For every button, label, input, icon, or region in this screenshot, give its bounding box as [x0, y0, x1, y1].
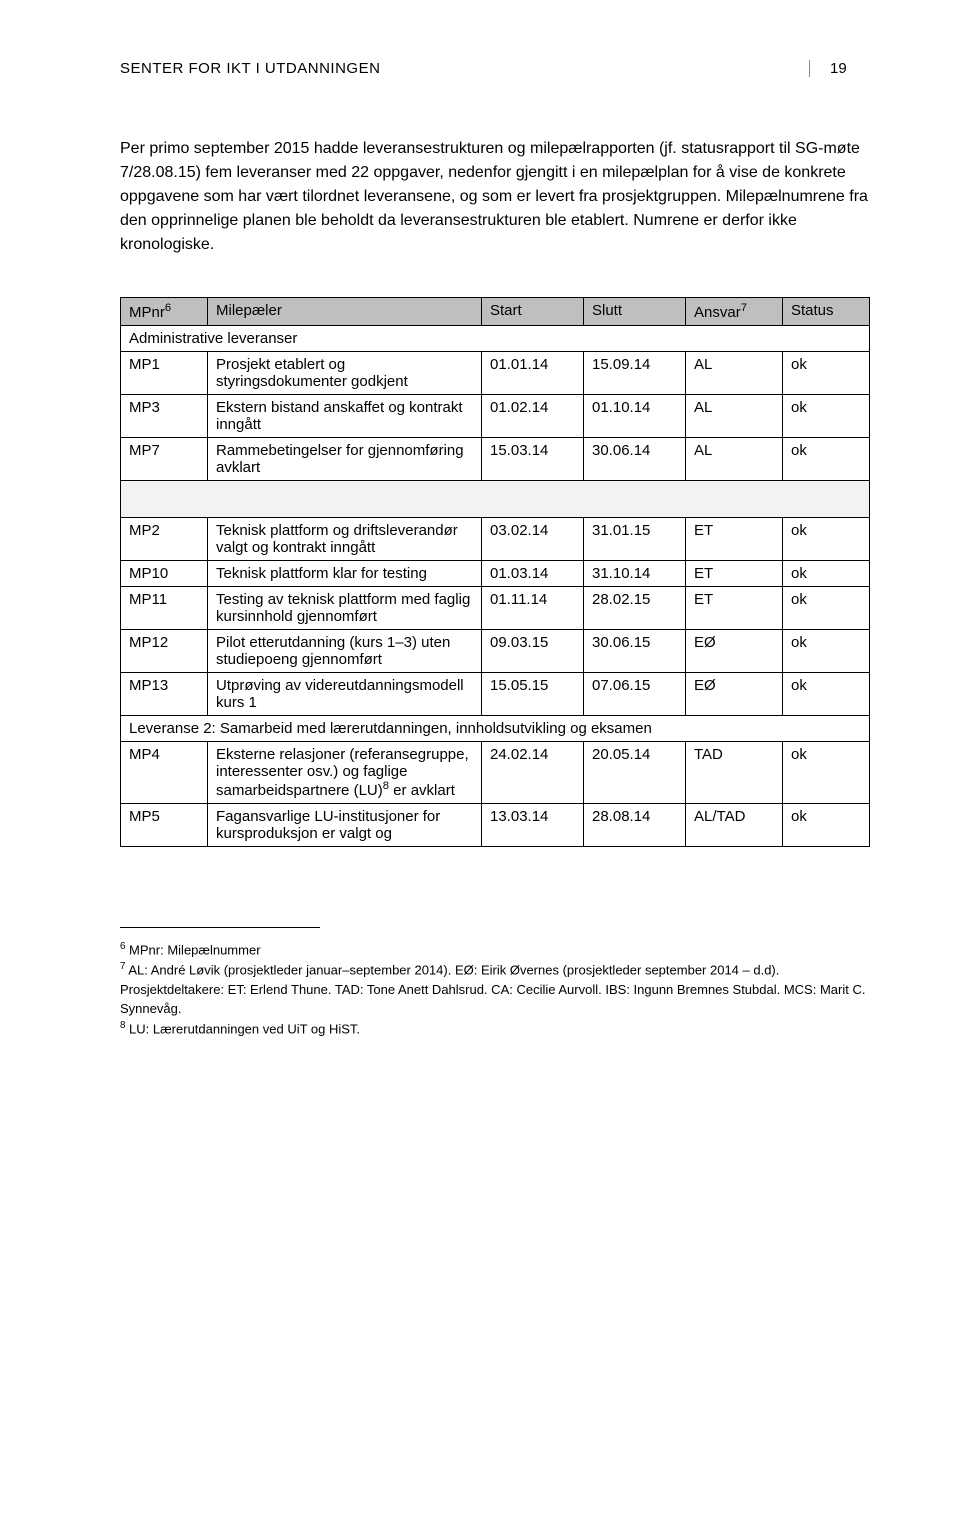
cell-mpnr: MP4: [121, 742, 208, 804]
cell-slutt: 28.02.15: [584, 587, 686, 630]
footnote-8: 8 LU: Lærerutdanningen ved UiT og HiST.: [120, 1019, 870, 1039]
cell-mpnr: MP1: [121, 352, 208, 395]
section-label-row: Administrative leveranser: [121, 326, 870, 352]
cell-start: 01.11.14: [482, 587, 584, 630]
table-row: MP12Pilot etterutdanning (kurs 1–3) uten…: [121, 630, 870, 673]
cell-status: ok: [783, 804, 870, 847]
cell-start: 01.03.14: [482, 561, 584, 587]
cell-mpnr: MP12: [121, 630, 208, 673]
cell-ansvar: AL/TAD: [686, 804, 783, 847]
cell-ansvar: ET: [686, 518, 783, 561]
cell-mile: Pilot etterutdanning (kurs 1–3) uten stu…: [208, 630, 482, 673]
section-label-row: Leveranse 2: Samarbeid med lærerutdannin…: [121, 716, 870, 742]
footnote-6: 6 MPnr: Milepælnummer: [120, 940, 870, 960]
table-row: MP1Prosjekt etablert og styringsdokument…: [121, 352, 870, 395]
cell-status: ok: [783, 742, 870, 804]
th-ansvar: Ansvar7: [686, 298, 783, 326]
cell-mile: Testing av teknisk plattform med faglig …: [208, 587, 482, 630]
page-header: SENTER FOR IKT I UTDANNINGEN 19: [120, 60, 870, 77]
table-row: MP4Eksterne relasjoner (referansegruppe,…: [121, 742, 870, 804]
cell-start: 13.03.14: [482, 804, 584, 847]
cell-mile: Fagansvarlige LU-institusjoner for kursp…: [208, 804, 482, 847]
table-row: MP2Teknisk plattform og driftsleverandør…: [121, 518, 870, 561]
cell-ansvar: EØ: [686, 673, 783, 716]
footnote-7: 7 AL: André Løvik (prosjektleder januar–…: [120, 960, 870, 1019]
cell-slutt: 30.06.15: [584, 630, 686, 673]
header-title: SENTER FOR IKT I UTDANNINGEN: [120, 60, 380, 77]
cell-start: 15.03.14: [482, 438, 584, 481]
cell-status: ok: [783, 561, 870, 587]
cell-status: ok: [783, 587, 870, 630]
cell-start: 09.03.15: [482, 630, 584, 673]
footnote-rule: [120, 927, 320, 928]
intro-paragraph: Per primo september 2015 hadde leveranse…: [120, 137, 870, 257]
th-milepaeler: Milepæler: [208, 298, 482, 326]
table-row: MP13Utprøving av videreutdanningsmodell …: [121, 673, 870, 716]
cell-ansvar: AL: [686, 352, 783, 395]
cell-mile: Utprøving av videreutdanningsmodell kurs…: [208, 673, 482, 716]
spacer-row: [121, 481, 870, 518]
cell-mpnr: MP3: [121, 395, 208, 438]
cell-slutt: 20.05.14: [584, 742, 686, 804]
cell-ansvar: EØ: [686, 630, 783, 673]
page-number: 19: [809, 60, 870, 77]
cell-slutt: 30.06.14: [584, 438, 686, 481]
table-row: MP5Fagansvarlige LU-institusjoner for ku…: [121, 804, 870, 847]
cell-slutt: 01.10.14: [584, 395, 686, 438]
section-label: Leveranse 2: Samarbeid med lærerutdannin…: [121, 716, 870, 742]
cell-mile: Prosjekt etablert og styringsdokumenter …: [208, 352, 482, 395]
cell-start: 01.01.14: [482, 352, 584, 395]
table-row: MP11Testing av teknisk plattform med fag…: [121, 587, 870, 630]
cell-status: ok: [783, 395, 870, 438]
th-start: Start: [482, 298, 584, 326]
cell-status: ok: [783, 630, 870, 673]
cell-mile: Teknisk plattform klar for testing: [208, 561, 482, 587]
cell-slutt: 07.06.15: [584, 673, 686, 716]
cell-mile: Ekstern bistand anskaffet og kontrakt in…: [208, 395, 482, 438]
cell-status: ok: [783, 352, 870, 395]
milestone-table: MPnr6 Milepæler Start Slutt Ansvar7 Stat…: [120, 297, 870, 847]
th-mpnr: MPnr6: [121, 298, 208, 326]
th-status: Status: [783, 298, 870, 326]
cell-ansvar: TAD: [686, 742, 783, 804]
table-row: MP7Rammebetingelser for gjennomføring av…: [121, 438, 870, 481]
cell-start: 01.02.14: [482, 395, 584, 438]
cell-mpnr: MP5: [121, 804, 208, 847]
cell-slutt: 31.10.14: [584, 561, 686, 587]
table-row: MP10Teknisk plattform klar for testing01…: [121, 561, 870, 587]
cell-start: 15.05.15: [482, 673, 584, 716]
cell-mile: Rammebetingelser for gjennomføring avkla…: [208, 438, 482, 481]
cell-mile: Teknisk plattform og driftsleverandør va…: [208, 518, 482, 561]
cell-mpnr: MP11: [121, 587, 208, 630]
cell-mpnr: MP7: [121, 438, 208, 481]
cell-ansvar: AL: [686, 395, 783, 438]
cell-ansvar: ET: [686, 561, 783, 587]
cell-slutt: 31.01.15: [584, 518, 686, 561]
cell-status: ok: [783, 518, 870, 561]
cell-status: ok: [783, 438, 870, 481]
cell-slutt: 28.08.14: [584, 804, 686, 847]
th-slutt: Slutt: [584, 298, 686, 326]
cell-start: 24.02.14: [482, 742, 584, 804]
cell-ansvar: ET: [686, 587, 783, 630]
cell-mile: Eksterne relasjoner (referansegruppe, in…: [208, 742, 482, 804]
cell-mpnr: MP10: [121, 561, 208, 587]
cell-status: ok: [783, 673, 870, 716]
cell-mpnr: MP13: [121, 673, 208, 716]
cell-start: 03.02.14: [482, 518, 584, 561]
section-label: Administrative leveranser: [121, 326, 870, 352]
cell-ansvar: AL: [686, 438, 783, 481]
table-row: MP3Ekstern bistand anskaffet og kontrakt…: [121, 395, 870, 438]
footnotes: 6 MPnr: Milepælnummer 7 AL: André Løvik …: [120, 940, 870, 1038]
cell-slutt: 15.09.14: [584, 352, 686, 395]
cell-mpnr: MP2: [121, 518, 208, 561]
